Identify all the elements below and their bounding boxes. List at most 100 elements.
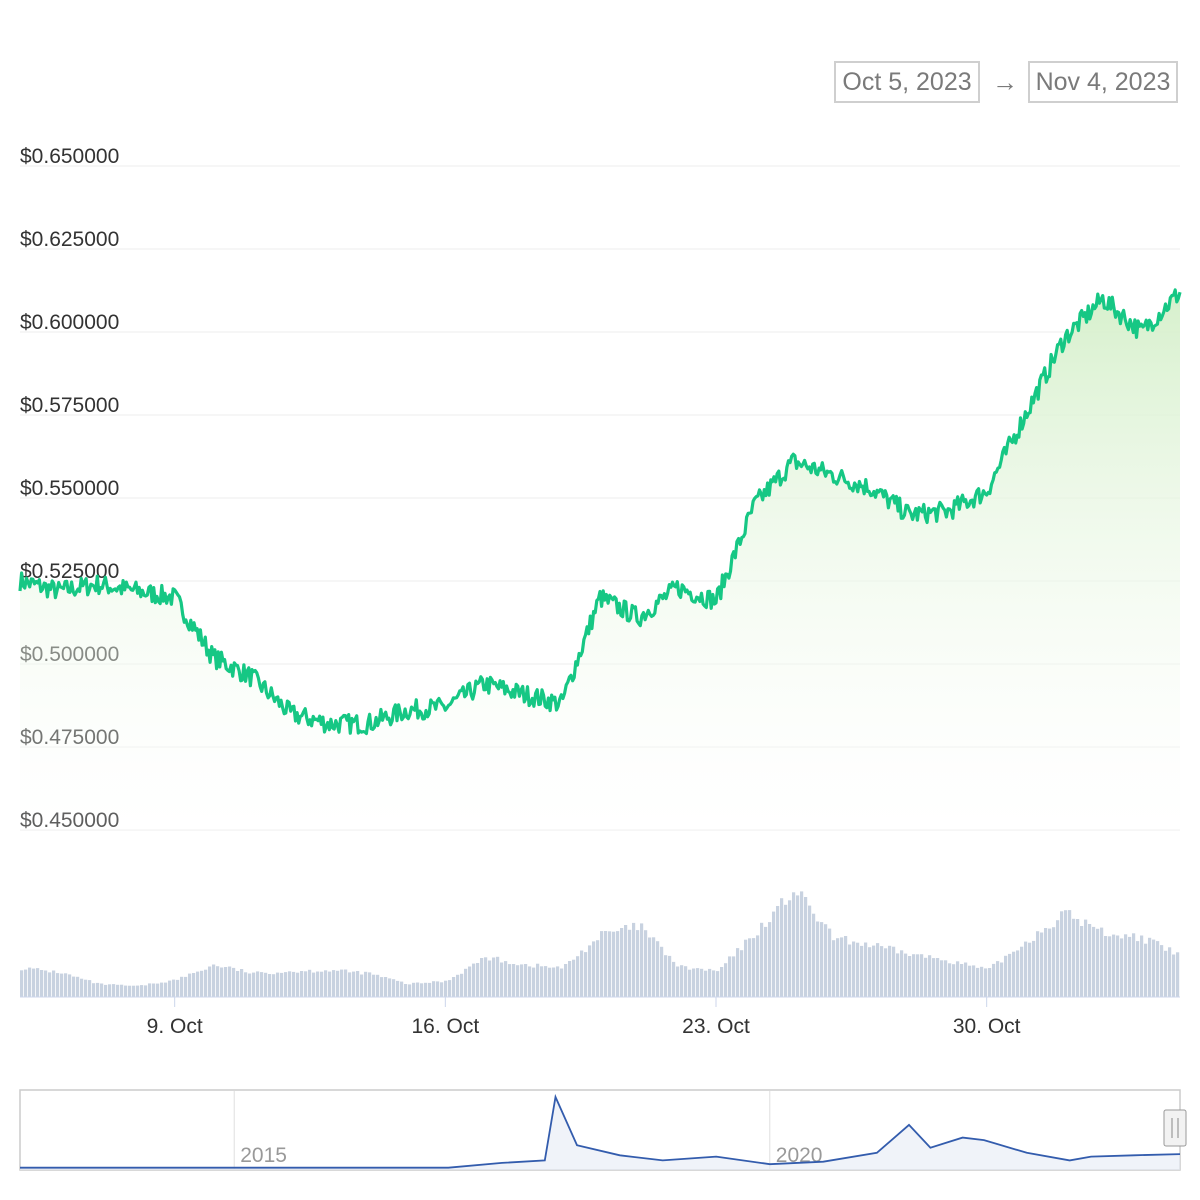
volume-bar xyxy=(128,985,132,997)
navigator[interactable]: 2015 2020 xyxy=(19,1089,1187,1171)
volume-bar xyxy=(176,979,180,997)
volume-bar xyxy=(300,971,304,997)
volume-bar xyxy=(440,982,444,997)
volume-bar xyxy=(428,982,432,997)
volume-bar xyxy=(764,926,768,997)
volume-bar xyxy=(1124,934,1128,997)
volume-bar xyxy=(860,945,864,997)
volume-bar xyxy=(476,963,480,997)
y-tick-label: $0.600000 xyxy=(20,311,119,334)
volume-bar xyxy=(864,942,868,997)
volume-bar xyxy=(384,977,388,997)
volume-bar xyxy=(472,963,476,997)
volume-bar xyxy=(1068,910,1072,997)
y-tick-label: $0.550000 xyxy=(20,477,119,500)
volume-bar xyxy=(500,962,504,997)
volume-bar xyxy=(1108,936,1112,997)
volume-bar xyxy=(808,905,812,997)
volume-bar xyxy=(1012,951,1016,997)
volume-bar xyxy=(584,952,588,997)
volume-bar xyxy=(672,961,676,997)
volume-bar xyxy=(544,966,548,997)
volume-bar xyxy=(1004,955,1008,997)
date-range-to[interactable]: Nov 4, 2023 xyxy=(1028,61,1178,103)
volume-bar xyxy=(260,972,264,997)
volume-bar xyxy=(324,970,328,997)
volume-bar xyxy=(692,968,696,997)
volume-bar xyxy=(1020,946,1024,997)
volume-bar xyxy=(652,937,656,997)
volume-bar xyxy=(1156,941,1160,997)
volume-bar xyxy=(736,948,740,997)
price-line xyxy=(18,288,1182,736)
date-range-arrow: → xyxy=(992,67,1018,97)
volume-bar xyxy=(800,891,804,997)
volume-bar xyxy=(928,955,932,997)
volume-bar xyxy=(1100,927,1104,997)
volume-bar xyxy=(932,958,936,997)
volume-bar xyxy=(616,931,620,997)
volume-bar xyxy=(504,961,508,997)
volume-bar xyxy=(720,967,724,997)
volume-bar xyxy=(1048,928,1052,997)
volume-bar xyxy=(156,983,160,997)
volume-bar xyxy=(248,973,252,997)
volume-bar xyxy=(1096,928,1100,997)
volume-bar xyxy=(452,977,456,997)
volume-bar xyxy=(664,955,668,997)
volume-bar xyxy=(508,964,512,997)
volume-bar xyxy=(364,971,368,997)
volume-bar xyxy=(608,931,612,997)
date-range-from[interactable]: Oct 5, 2023 xyxy=(834,61,980,103)
volume-bar xyxy=(780,898,784,997)
volume-bar xyxy=(756,935,760,997)
volume-bar xyxy=(560,968,564,997)
volume-bar xyxy=(1076,919,1080,997)
volume-bar xyxy=(1120,938,1124,997)
navigator-tick-label: 2015 xyxy=(240,1144,287,1167)
volume-bar xyxy=(56,973,60,997)
volume-bar xyxy=(332,970,336,997)
volume-bar xyxy=(484,957,488,997)
volume-bar xyxy=(656,941,660,997)
volume-bar xyxy=(1172,954,1176,997)
volume-bar xyxy=(356,971,360,997)
volume-bar xyxy=(980,966,984,997)
volume-bar xyxy=(168,980,172,997)
volume-bar xyxy=(40,970,44,997)
volume-bar xyxy=(304,971,308,997)
volume-bar xyxy=(144,985,148,997)
volume-bar xyxy=(404,984,408,997)
volume-bar xyxy=(184,976,188,997)
volume-bar xyxy=(340,969,344,997)
volume-bar xyxy=(112,984,116,997)
volume-bar xyxy=(1132,933,1136,997)
volume-bar xyxy=(460,973,464,997)
volume-bar xyxy=(172,979,176,997)
volume-bar xyxy=(1032,940,1036,997)
navigator-handle[interactable] xyxy=(1163,1109,1187,1147)
volume-bar xyxy=(468,966,472,997)
volume-bar xyxy=(1044,928,1048,997)
volume-bar xyxy=(268,974,272,997)
volume-bar xyxy=(380,977,384,997)
volume-bar xyxy=(796,895,800,997)
volume-bar xyxy=(604,931,608,997)
volume-bar xyxy=(1140,935,1144,997)
navigator-tick-label: 2020 xyxy=(776,1144,823,1167)
volume-bar xyxy=(372,974,376,997)
volume-bar xyxy=(684,966,688,997)
volume-bar xyxy=(1160,945,1164,997)
volume-bar xyxy=(116,984,120,997)
volume-bar xyxy=(836,938,840,997)
volume-bar xyxy=(208,966,212,997)
volume-bar xyxy=(868,947,872,997)
volume-bar xyxy=(676,966,680,997)
volume-bar xyxy=(1084,919,1088,997)
x-tick-label: 16. Oct xyxy=(411,1015,479,1038)
volume-bar xyxy=(828,928,832,997)
volume-bar xyxy=(76,976,80,997)
volume-bar xyxy=(792,892,796,997)
volume-bar xyxy=(180,976,184,997)
volume-bar xyxy=(192,973,196,997)
